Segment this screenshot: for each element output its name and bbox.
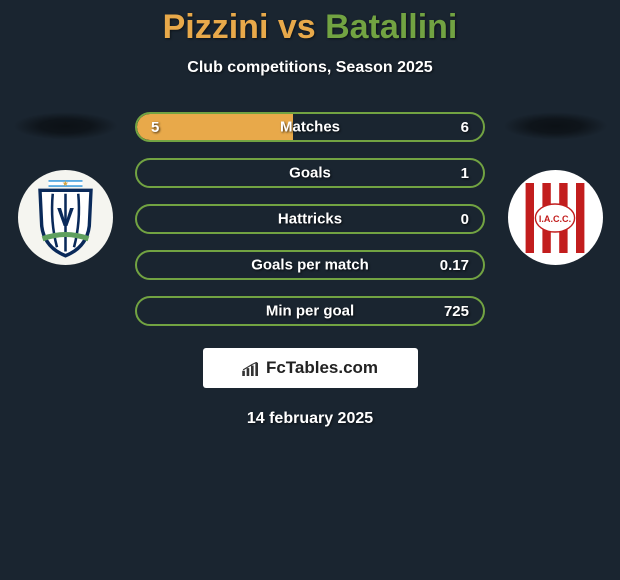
stat-row: Goals 1	[135, 158, 485, 188]
stat-right-value: 0.17	[440, 257, 469, 274]
main-row: ★ V 5 Matches 6 Goals 1 Hattricks 0 Goals per m…	[0, 112, 620, 326]
stat-label: Goals per match	[251, 257, 369, 274]
player-left-column: ★ V	[5, 112, 125, 265]
page-title: Pizzini vs Batallini	[0, 8, 620, 47]
stat-right-value: 0	[461, 211, 469, 228]
brand-badge[interactable]: FcTables.com	[203, 348, 418, 388]
svg-text:I.A.C.C.: I.A.C.C.	[539, 214, 571, 224]
subtitle: Club competitions, Season 2025	[0, 59, 620, 77]
club-badge-right: I.A.C.C.	[508, 170, 603, 265]
stripes-icon: I.A.C.C.	[520, 183, 590, 253]
svg-text:V: V	[56, 204, 73, 232]
stat-left-value: 5	[151, 119, 159, 136]
chart-icon	[242, 361, 260, 375]
svg-text:★: ★	[62, 179, 69, 188]
stat-right-value: 6	[461, 119, 469, 136]
stat-row: Min per goal 725	[135, 296, 485, 326]
player-right-silhouette-shadow	[503, 112, 608, 140]
stat-label: Hattricks	[278, 211, 342, 228]
date-text: 14 february 2025	[0, 410, 620, 428]
comparison-card: Pizzini vs Batallini Club competitions, …	[0, 0, 620, 428]
shield-icon: ★ V	[23, 175, 108, 260]
title-left: Pizzini	[163, 8, 269, 46]
stat-label: Min per goal	[266, 303, 354, 320]
stat-row: 5 Matches 6	[135, 112, 485, 142]
stats-list: 5 Matches 6 Goals 1 Hattricks 0 Goals per match…	[135, 112, 485, 326]
stat-right-value: 725	[444, 303, 469, 320]
stat-label: Goals	[289, 165, 331, 182]
stat-right-value: 1	[461, 165, 469, 182]
title-right: Batallini	[325, 8, 457, 46]
player-left-silhouette-shadow	[13, 112, 118, 140]
title-vs: vs	[268, 8, 325, 46]
player-right-column: I.A.C.C.	[495, 112, 615, 265]
stat-fill	[137, 114, 293, 140]
club-badge-left: ★ V	[18, 170, 113, 265]
stat-row: Hattricks 0	[135, 204, 485, 234]
stat-row: Goals per match 0.17	[135, 250, 485, 280]
stat-label: Matches	[280, 119, 340, 136]
brand-text: FcTables.com	[266, 358, 378, 378]
